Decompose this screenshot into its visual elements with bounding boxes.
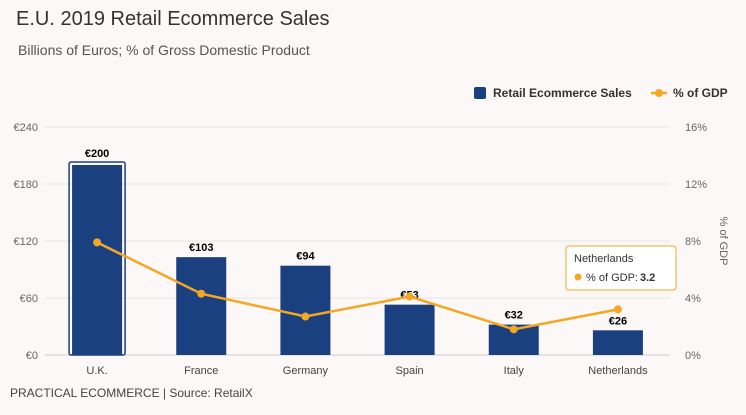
bar [592, 330, 643, 355]
chart-source: PRACTICAL ECOMMERCE | Source: RetailX [10, 386, 253, 400]
y-right-tick-label: 4% [685, 293, 701, 305]
gdp-line [96, 241, 619, 331]
bar-data-label: €200 [85, 148, 109, 160]
gdp-point [613, 305, 622, 314]
y-right-tick-label: 16% [685, 122, 707, 134]
tooltip-category: Netherlands [574, 253, 634, 265]
x-tick-label: France [184, 365, 218, 377]
bar [384, 304, 435, 355]
y-left-tick-label: €0 [26, 350, 38, 362]
bar [72, 165, 123, 355]
legend-bar-label: Retail Ecommerce Sales [493, 86, 632, 100]
bar [176, 257, 227, 355]
gdp-point [93, 238, 102, 247]
chart-title: E.U. 2019 Retail Ecommerce Sales [16, 8, 330, 30]
y-left-tick-label: €60 [20, 293, 38, 305]
y-right-tick-label: 8% [685, 236, 701, 248]
tooltip-series-label: % of GDP: [586, 272, 638, 284]
y-right-tick-label: 12% [685, 179, 707, 191]
x-tick-label: Germany [283, 365, 329, 377]
y-right-tick-label: 0% [685, 350, 701, 362]
bar-data-label: €26 [609, 315, 627, 327]
bar-data-label: €103 [189, 242, 213, 254]
gdp-point [509, 325, 518, 334]
chart-subtitle: Billions of Euros; % of Gross Domestic P… [18, 42, 310, 58]
gdp-point [197, 289, 206, 298]
y-left-tick-label: €240 [14, 122, 38, 134]
bar [280, 265, 331, 355]
gdp-point [301, 312, 310, 321]
x-tick-label: U.K. [86, 365, 107, 377]
tooltip-box [565, 245, 677, 291]
y-left-tick-label: €180 [14, 179, 38, 191]
y-right-axis-title: % of GDP [717, 217, 729, 266]
tooltip-value: 3.2 [640, 272, 655, 284]
bar-data-label: €32 [505, 310, 523, 322]
tooltip-marker [574, 273, 582, 281]
legend-line-marker [655, 89, 663, 97]
legend-bar-swatch [474, 87, 486, 99]
x-tick-label: Spain [396, 365, 424, 377]
legend-line-label: % of GDP [673, 86, 728, 100]
y-left-tick-label: €120 [14, 236, 38, 248]
bar-data-label: €94 [296, 251, 315, 263]
x-tick-label: Italy [504, 365, 525, 377]
x-tick-label: Netherlands [588, 365, 648, 377]
gdp-point [405, 292, 414, 301]
